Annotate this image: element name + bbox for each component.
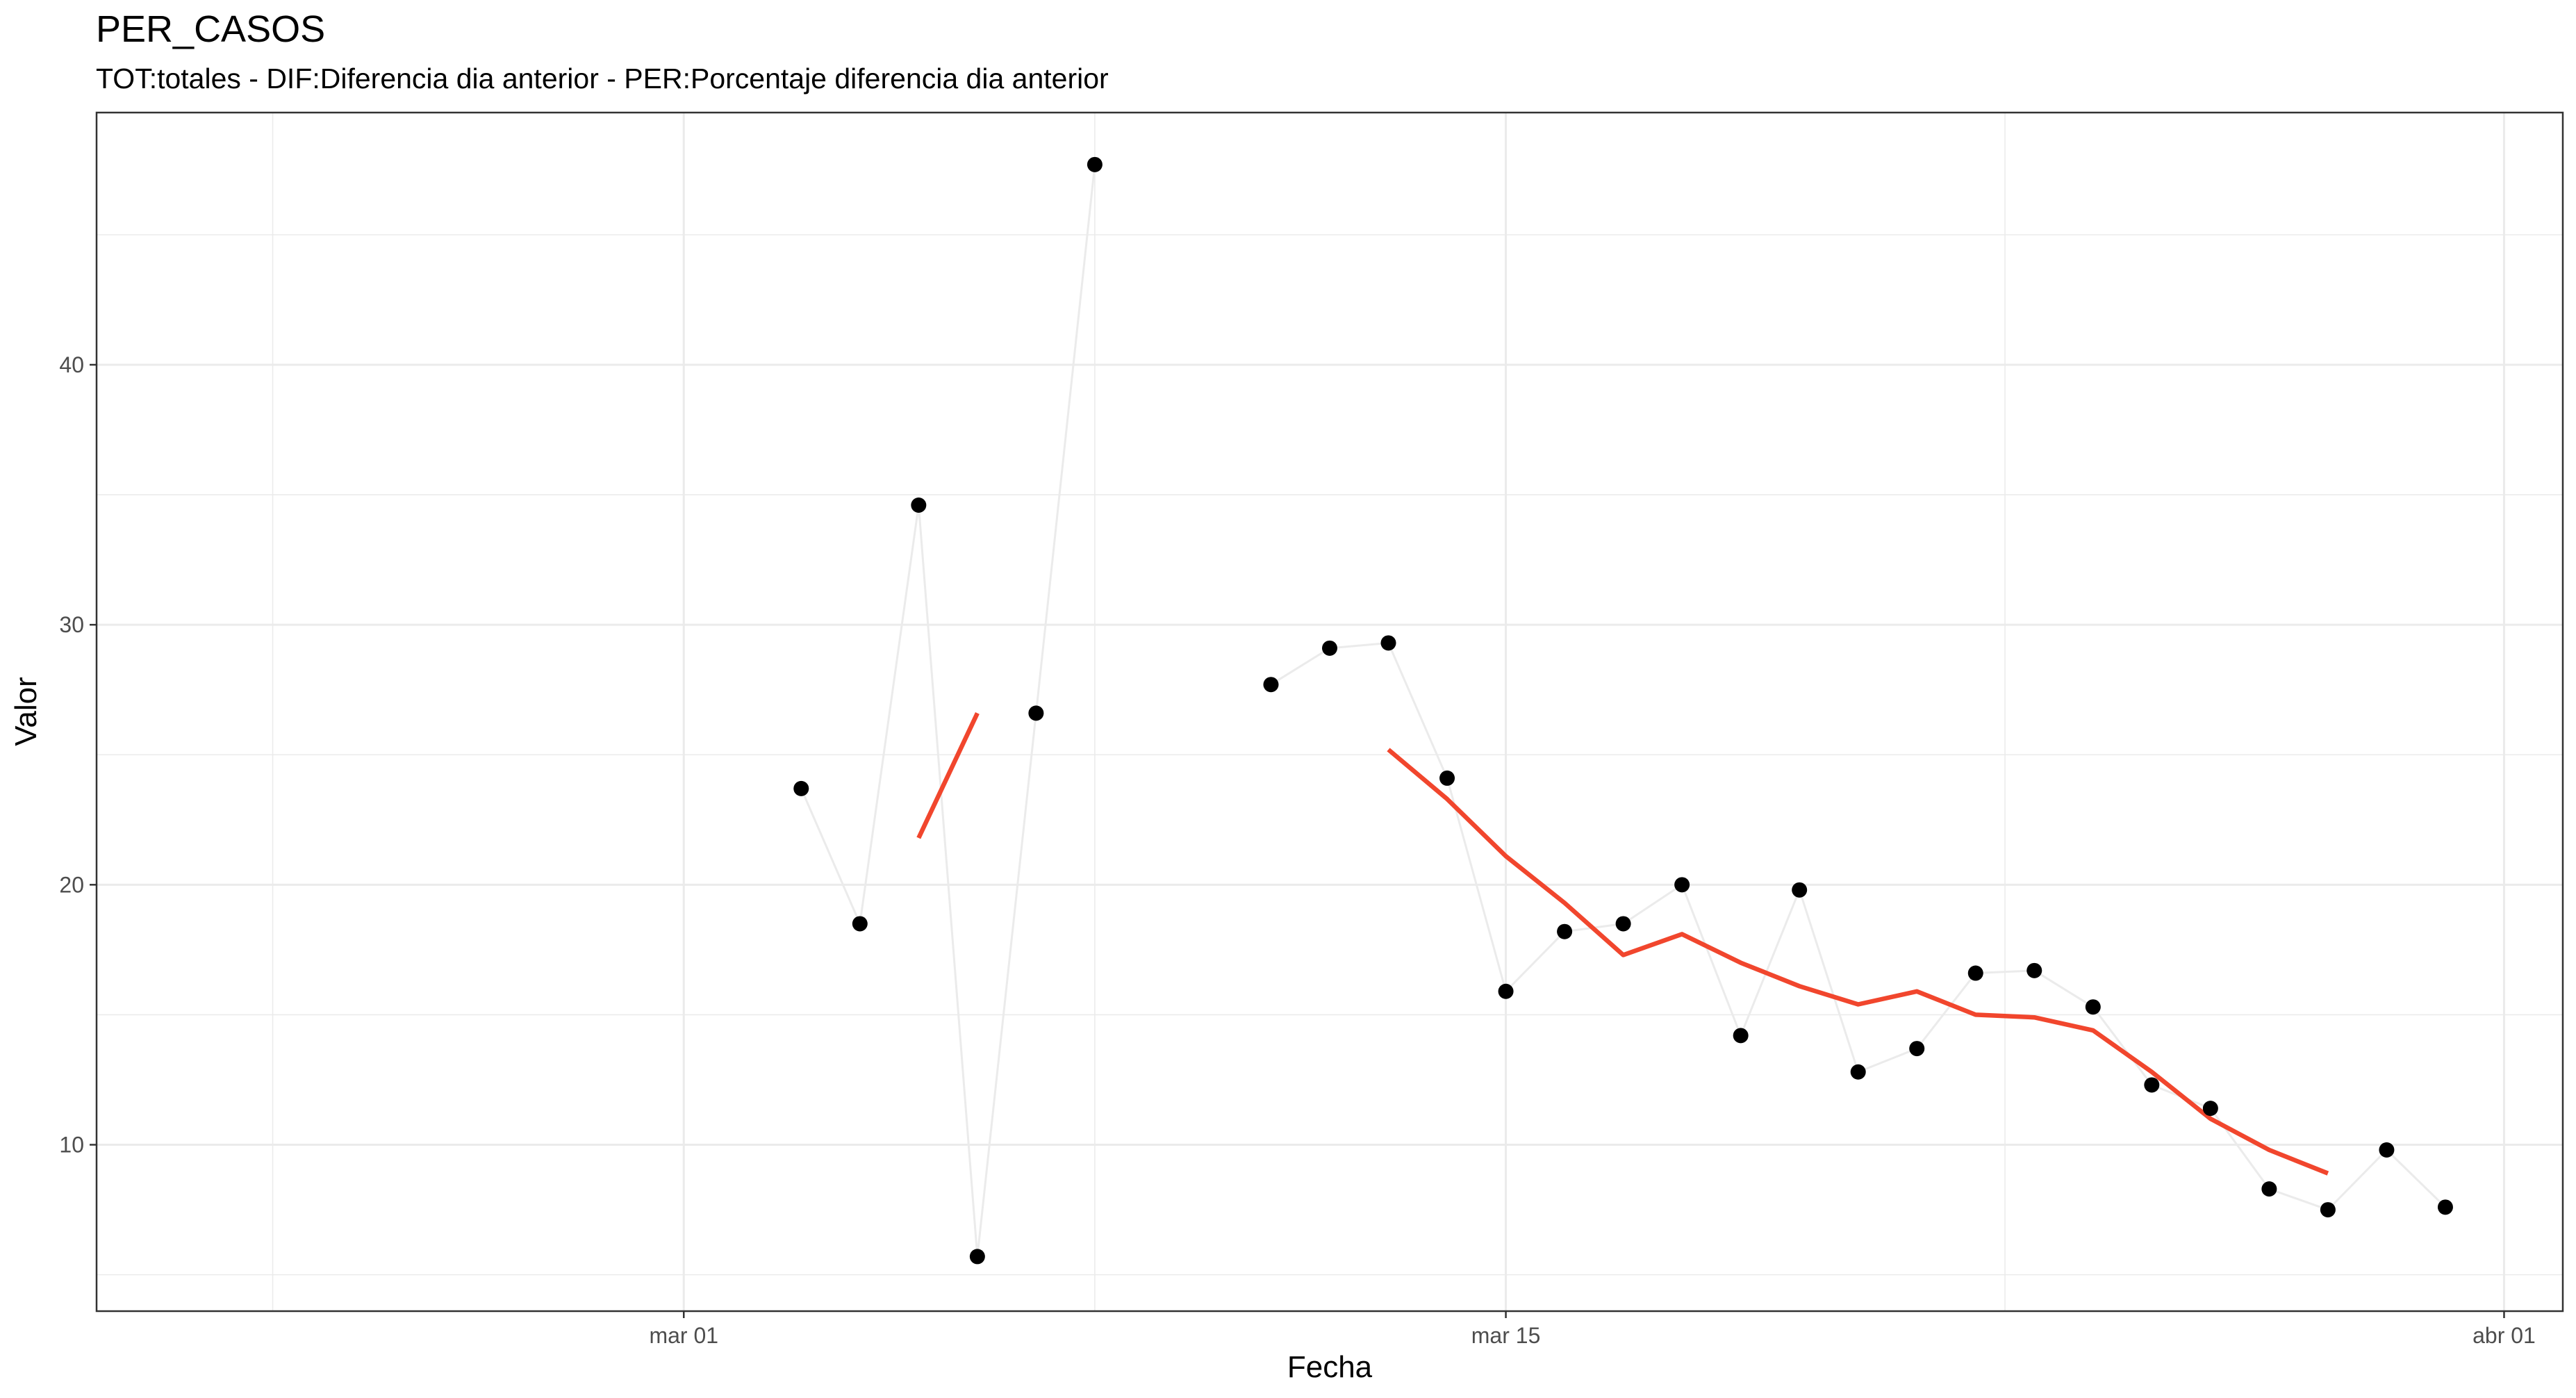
y-axis: 10 20 30 40 xyxy=(59,352,97,1158)
series-connector-line xyxy=(1740,889,1801,1036)
data-point xyxy=(852,916,868,932)
data-point xyxy=(1263,677,1279,693)
major-gridlines xyxy=(97,113,2563,1311)
x-tick-label: mar 01 xyxy=(649,1323,718,1348)
plot-panel-border xyxy=(95,111,2564,1313)
data-point xyxy=(1733,1028,1749,1044)
series-connector-line xyxy=(2092,1006,2153,1086)
y-tick-label: 40 xyxy=(59,352,84,377)
series-connector-line xyxy=(1858,1047,1917,1074)
series-connector-line xyxy=(1798,889,1860,1073)
series-connector-line xyxy=(917,504,979,1257)
data-point xyxy=(2261,1181,2277,1197)
series-connector-line xyxy=(800,788,861,925)
chart-subtitle: TOT:totales - DIF:Diferencia dia anterio… xyxy=(96,63,1109,94)
data-point xyxy=(793,780,809,796)
series-connector-line xyxy=(1622,884,1683,925)
y-tick-label: 30 xyxy=(59,612,84,637)
series-connector-line xyxy=(1975,969,2035,975)
data-point xyxy=(1380,635,1396,651)
series-connector-line xyxy=(1916,972,1976,1049)
data-point xyxy=(2320,1202,2336,1218)
data-point xyxy=(2437,1199,2453,1215)
data-point xyxy=(1674,877,1690,893)
x-tick-label: mar 15 xyxy=(1471,1323,1541,1348)
data-point xyxy=(2085,999,2101,1015)
moving-average-line xyxy=(916,712,980,839)
y-tick-label: 10 xyxy=(59,1133,84,1158)
moving-average-line xyxy=(1387,748,2329,1176)
data-point xyxy=(1792,882,1808,898)
series-connector-line xyxy=(2209,1108,2270,1190)
x-axis-title: Fecha xyxy=(1287,1350,1373,1384)
series-layer xyxy=(793,156,2453,1265)
x-axis: mar 01 mar 15 abr 01 xyxy=(649,1311,2536,1348)
data-point xyxy=(2379,1142,2395,1158)
data-point xyxy=(1322,640,1337,656)
chart-title: PER_CASOS xyxy=(96,8,325,50)
data-point xyxy=(969,1249,985,1265)
y-tick-label: 20 xyxy=(59,872,84,897)
data-point xyxy=(1087,156,1103,172)
data-point xyxy=(1439,770,1455,786)
data-point xyxy=(1850,1064,1866,1080)
series-connector-line xyxy=(859,504,920,924)
series-connector-line xyxy=(1681,884,1742,1036)
series-connector-line xyxy=(2268,1187,2329,1211)
series-connector-line xyxy=(2327,1149,2388,1211)
data-point xyxy=(1967,965,1983,981)
series-connector-line xyxy=(2033,969,2094,1008)
data-point xyxy=(911,497,927,513)
series-connector-line xyxy=(1034,164,1096,714)
series-connector-line xyxy=(1505,930,1566,992)
series-connector-line xyxy=(1270,647,1330,686)
data-point xyxy=(1615,916,1631,932)
data-point xyxy=(2144,1077,2160,1093)
data-point xyxy=(1028,705,1044,721)
data-point xyxy=(1498,983,1514,999)
series-connector-line xyxy=(976,713,1037,1257)
data-point xyxy=(1557,923,1573,939)
x-tick-label: abr 01 xyxy=(2472,1323,2536,1348)
data-point xyxy=(1909,1041,1925,1057)
data-point xyxy=(2026,962,2042,978)
data-point xyxy=(2202,1101,2218,1117)
series-connector-line xyxy=(1387,642,1448,779)
minor-gridlines xyxy=(97,113,2563,1311)
series-connector-line xyxy=(2386,1149,2446,1208)
series-connector-line xyxy=(1329,641,1389,650)
series-connector-line xyxy=(1446,778,1508,992)
y-axis-title: Valor xyxy=(9,677,43,746)
